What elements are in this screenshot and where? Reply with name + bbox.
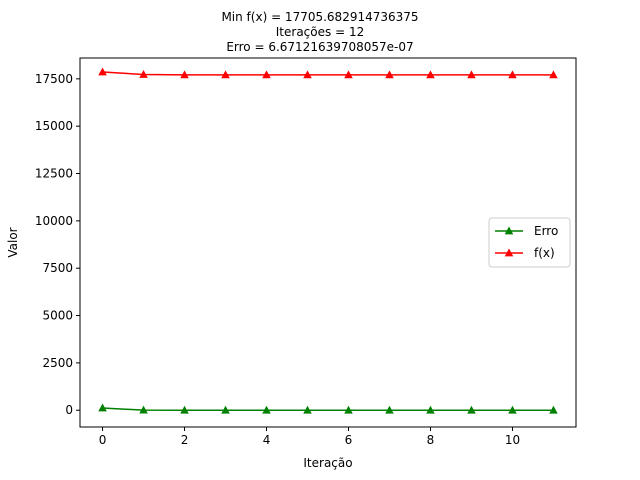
data-point-fx [385, 70, 394, 79]
ticks: 0 2 4 6 8 10 0 2500 5000 7500 10000 12500 15000 17500 [35, 72, 520, 447]
legend-marker-fx [504, 248, 514, 257]
y-tick-label: 5000 [42, 309, 73, 323]
data-point-erro [98, 403, 107, 412]
plot-frame [79, 57, 577, 428]
series-line-erro [102, 407, 554, 411]
data-point-fx [303, 70, 312, 79]
legend-label-fx: f(x) [534, 246, 555, 260]
legend-label-erro: Erro [534, 224, 558, 238]
title-line-error: Erro = 6.67121639708057e-07 [226, 40, 413, 54]
series-line-fx [102, 71, 554, 76]
title-line-min: Min f(x) = 17705.682914736375 [221, 10, 418, 24]
data-point-erro [221, 405, 230, 414]
data-point-erro [180, 405, 189, 414]
data-point-fx [98, 67, 107, 76]
data-point-erro [426, 405, 435, 414]
data-point-erro [344, 405, 353, 414]
y-tick-label: 12500 [35, 167, 73, 181]
data-point-erro [467, 405, 476, 414]
title-line-iterations: Iterações = 12 [276, 25, 364, 39]
chart-title: Min f(x) = 17705.682914736375 Iterações … [221, 10, 418, 54]
x-axis-label: Iteração [303, 456, 352, 470]
y-tick-label: 17500 [35, 72, 73, 86]
x-tick-label: 4 [263, 433, 271, 447]
x-tick-label: 2 [181, 433, 189, 447]
data-point-erro [303, 405, 312, 414]
y-tick-label: 0 [65, 403, 73, 417]
x-tick-label: 10 [505, 433, 520, 447]
legend: Erro f(x) [488, 217, 571, 268]
data-point-erro [385, 405, 394, 414]
y-tick-label: 2500 [42, 356, 73, 370]
legend-marker-erro [504, 226, 514, 235]
data-point-erro [508, 405, 517, 414]
data-point-erro [139, 405, 148, 414]
data-point-fx [344, 70, 353, 79]
data-point-fx [508, 70, 517, 79]
data-point-erro [262, 405, 271, 414]
data-point-fx [467, 70, 476, 79]
y-tick-label: 10000 [35, 214, 73, 228]
series [98, 67, 558, 414]
x-tick-label: 6 [345, 433, 353, 447]
data-point-fx [221, 70, 230, 79]
y-tick-label: 7500 [42, 261, 73, 275]
x-tick-label: 8 [427, 433, 435, 447]
data-point-erro [549, 405, 558, 414]
data-point-fx [180, 70, 189, 79]
y-axis-label: Valor [6, 227, 20, 257]
data-point-fx [139, 69, 148, 78]
data-point-fx [262, 70, 271, 79]
x-tick-label: 0 [99, 433, 107, 447]
y-tick-label: 15000 [35, 119, 73, 133]
data-point-fx [549, 70, 558, 79]
data-point-fx [426, 70, 435, 79]
